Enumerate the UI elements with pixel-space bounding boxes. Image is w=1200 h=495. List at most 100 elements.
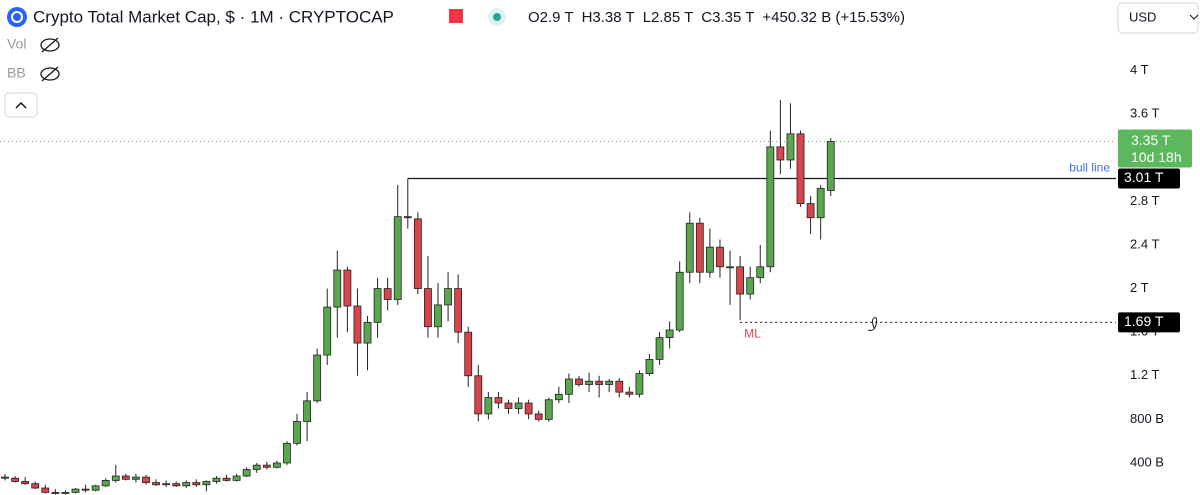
candle-body <box>524 402 533 415</box>
candle-body <box>766 146 775 268</box>
candle-body <box>444 288 452 306</box>
candle-body <box>232 475 241 481</box>
candle-body <box>81 488 90 491</box>
candle-body <box>132 476 140 480</box>
indicator-list: Vol BB <box>7 36 60 82</box>
candle-body <box>534 413 543 420</box>
candle-body <box>71 488 80 493</box>
candle-body <box>272 462 281 468</box>
candle-body <box>101 479 110 487</box>
countdown: 10d 18h <box>1131 149 1182 165</box>
candle-body <box>343 269 352 307</box>
candle-body <box>675 271 684 331</box>
candle-body <box>625 391 634 395</box>
candle-body <box>645 359 654 374</box>
y-tick-label: 1.2 T <box>1130 367 1159 382</box>
candle-body <box>222 477 231 481</box>
market-status-dot <box>493 13 501 21</box>
candle-body <box>242 469 251 477</box>
y-tick-label: 2.8 T <box>1130 193 1159 208</box>
candle-body <box>464 331 473 377</box>
candle-body <box>413 218 422 289</box>
line-annotation: bull line <box>1069 161 1110 175</box>
candle-body <box>283 442 291 464</box>
price-tag-label: 3.01 T <box>1124 169 1164 185</box>
price-tag-label: 1.69 T <box>1124 313 1164 329</box>
candle-body <box>716 246 724 268</box>
candle-body <box>806 203 815 219</box>
y-tick-label: 800 B <box>1130 411 1164 426</box>
ohlc-value: H3.38 T <box>582 9 635 26</box>
candle-body <box>61 491 70 494</box>
candle-body <box>252 464 261 470</box>
price-tag <box>1118 168 1180 189</box>
indicator-name: Vol <box>7 36 26 52</box>
candle-body <box>172 483 181 487</box>
currency: USD <box>1129 9 1156 24</box>
visibility-icon <box>40 38 60 52</box>
candle-body <box>665 329 674 339</box>
candle-body <box>695 222 704 273</box>
candle-body <box>544 399 553 420</box>
candle-body <box>142 476 150 483</box>
y-tick-label: 3.6 T <box>1130 106 1159 121</box>
y-tick-label: 400 B <box>1130 454 1164 469</box>
visibility-icon <box>40 67 60 81</box>
candle-body <box>454 288 463 333</box>
collapse-button[interactable] <box>4 92 38 118</box>
candle-body <box>776 146 785 161</box>
candle-body <box>21 481 30 485</box>
price-tag <box>1118 312 1180 333</box>
last-price-tag <box>1118 129 1192 168</box>
symbol-icon-inner <box>11 11 23 23</box>
candle-body <box>786 133 795 161</box>
candle-body <box>655 337 664 360</box>
symbol-icon <box>7 7 27 27</box>
ohlc-value: O2.9 T <box>528 9 574 26</box>
candle-body <box>323 306 332 356</box>
candle-body <box>816 187 825 219</box>
chart-title[interactable]: Crypto Total Market Cap, $ · 1M · CRYPTO… <box>33 7 394 26</box>
candle-body <box>504 402 513 409</box>
currency-select[interactable] <box>1117 2 1199 34</box>
y-tick-label: 2 T <box>1130 280 1149 295</box>
candle-body <box>162 483 171 486</box>
visibility-slash <box>41 66 59 82</box>
candle-body <box>595 380 604 385</box>
candle-body <box>474 375 483 415</box>
collapse-icon <box>15 101 27 109</box>
candle-body <box>635 373 644 395</box>
candle-body <box>111 475 120 481</box>
candle-body <box>333 269 342 308</box>
candle-body <box>313 354 322 402</box>
candle-body <box>373 288 382 323</box>
candle-body <box>565 378 573 395</box>
candle-body <box>514 402 523 409</box>
candle-body <box>736 266 745 295</box>
ohlc-value: L2.85 T <box>643 9 694 26</box>
candle-body <box>434 304 442 328</box>
candle-body <box>303 400 312 422</box>
candle-body <box>202 481 211 486</box>
candle-body <box>41 487 50 493</box>
candle-body <box>554 393 563 401</box>
candle-body <box>796 133 805 204</box>
candle-body <box>393 216 402 300</box>
candle-body <box>575 378 583 385</box>
candle-body <box>182 482 191 487</box>
candle-body <box>746 277 755 295</box>
candle-body <box>293 421 301 444</box>
candle-body <box>121 475 130 480</box>
candle-body <box>262 464 271 468</box>
candle-body <box>51 491 60 494</box>
candle-body <box>706 246 714 273</box>
last-price-label: 3.35 T <box>1131 132 1171 148</box>
flag-icon[interactable] <box>449 9 463 23</box>
ohlc-value: C3.35 T <box>701 9 754 26</box>
candle-body <box>424 288 432 328</box>
ohlc-legend: O2.9 T H3.38 T L2.85 T C3.35 T +450.32 B (+1… <box>528 9 905 26</box>
line-annotation: ML <box>744 327 761 341</box>
candle-body <box>353 305 362 344</box>
